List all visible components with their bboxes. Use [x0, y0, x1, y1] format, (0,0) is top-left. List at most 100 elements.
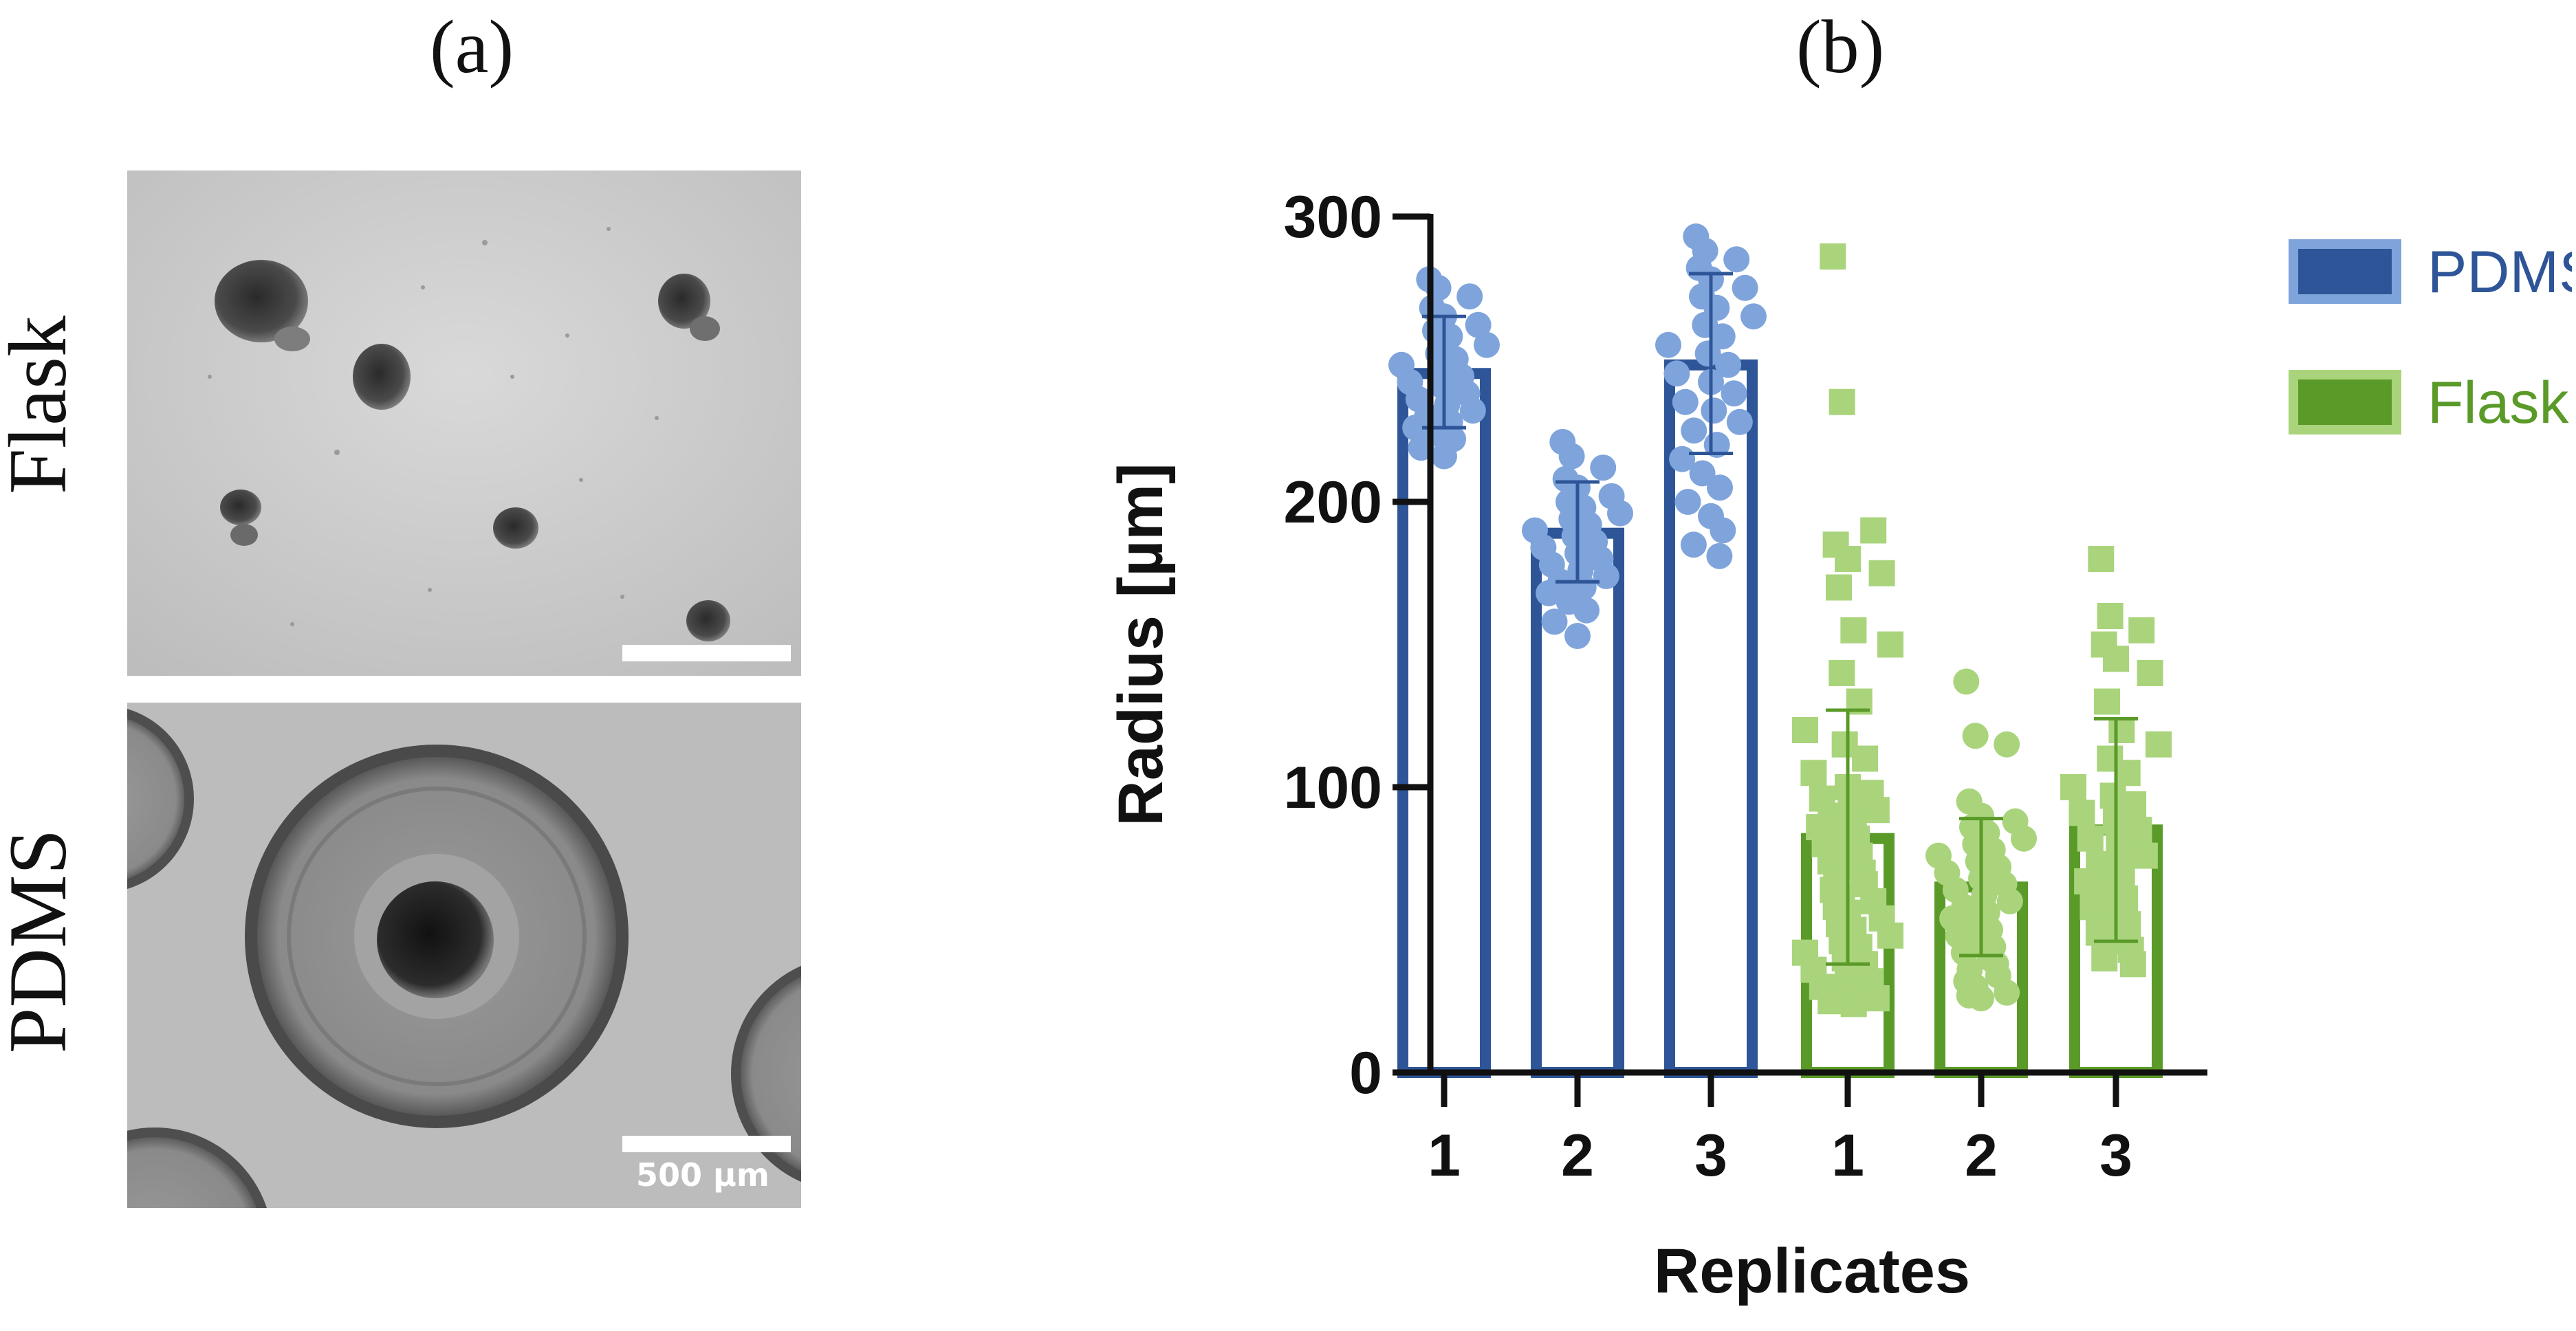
data-point-flask — [1800, 760, 1827, 786]
data-point-flask — [2011, 825, 2037, 852]
data-point-flask — [1840, 617, 1867, 644]
data-point-flask — [2131, 842, 2158, 869]
data-point-flask — [1825, 574, 1852, 601]
data-point-pdms — [1701, 397, 1727, 424]
data-point-pdms — [1732, 274, 1758, 301]
data-point-pdms — [1607, 500, 1633, 527]
legend-swatch-flask — [2289, 370, 2401, 434]
panel-a-label: (a) — [430, 5, 514, 89]
data-point-pdms — [1681, 417, 1707, 444]
data-point-flask — [2103, 646, 2129, 672]
data-point-flask — [1820, 243, 1846, 270]
data-point-pdms — [1573, 597, 1600, 624]
flask-micrograph — [127, 170, 801, 676]
data-point-flask — [1792, 717, 1818, 743]
data-point-pdms — [1726, 408, 1753, 435]
data-point-flask — [1868, 560, 1895, 586]
x-tick-label: 2 — [1965, 1123, 1998, 1189]
data-point-pdms — [1723, 246, 1750, 273]
data-point-flask — [1840, 991, 1867, 1018]
data-point-pdms — [1541, 608, 1568, 635]
data-point-flask — [2114, 760, 2141, 786]
row-label-pdms: PDMS — [0, 828, 83, 1054]
pdms-micrograph — [127, 703, 801, 1208]
y-tick-label: 100 — [1284, 755, 1383, 821]
data-point-flask — [2080, 894, 2106, 921]
data-point-pdms — [1590, 454, 1617, 481]
data-point-flask — [1852, 745, 1879, 772]
data-point-flask — [1818, 988, 1844, 1015]
data-point-flask — [2091, 945, 2118, 971]
legend-label-pdms: PDMS — [2427, 239, 2572, 305]
data-point-pdms — [1740, 303, 1767, 330]
data-point-pdms — [1558, 443, 1585, 470]
data-point-pdms — [1655, 331, 1681, 358]
y-tick-label: 200 — [1284, 470, 1383, 536]
data-point-flask — [1968, 985, 1994, 1012]
pdms-scale-bar — [622, 1136, 791, 1152]
data-point-pdms — [1456, 283, 1483, 310]
data-point-pdms — [1707, 474, 1734, 501]
data-point-pdms — [1431, 443, 1457, 470]
data-point-pdms — [1474, 331, 1500, 358]
data-point-pdms — [1564, 623, 1591, 650]
x-tick-label: 3 — [1694, 1123, 1727, 1189]
data-point-pdms — [1465, 311, 1492, 338]
data-point-pdms — [1669, 446, 1696, 472]
data-point-pdms — [1674, 489, 1701, 515]
data-point-flask — [1829, 660, 1855, 686]
data-point-flask — [2119, 951, 2146, 978]
data-point-pdms — [1680, 531, 1707, 558]
data-point-flask — [2146, 731, 2172, 758]
data-point-flask — [2128, 617, 2155, 644]
data-point-pdms — [1694, 340, 1721, 367]
data-point-pdms — [1715, 351, 1742, 378]
radius-bar-chart: 0 100 200 300 Radius [µm] 1 2 3 1 2 3 Replicates PD… — [1106, 184, 2572, 1306]
data-point-pdms — [1706, 542, 1733, 569]
data-point-pdms — [1536, 580, 1562, 606]
y-axis-label: Radius [µm] — [1106, 463, 1176, 826]
y-tick-label: 0 — [1349, 1040, 1382, 1106]
data-point-flask — [1835, 546, 1861, 572]
x-tick-label: 1 — [1831, 1123, 1864, 1189]
data-point-pdms — [1459, 397, 1486, 424]
data-point-flask — [1860, 517, 1887, 544]
data-point-pdms — [1402, 415, 1429, 441]
data-point-flask — [1996, 888, 2023, 914]
data-point-flask — [1877, 922, 1903, 949]
data-point-flask — [1962, 723, 1989, 749]
data-point-flask — [2093, 688, 2120, 715]
x-tick-label: 3 — [2099, 1123, 2132, 1189]
y-tick-label: 300 — [1284, 184, 1383, 250]
data-point-flask — [2060, 774, 2086, 800]
legend-label-flask: Flask — [2427, 370, 2569, 436]
data-point-flask — [2137, 660, 2163, 686]
data-point-flask — [2077, 825, 2104, 852]
scale-bar-label: 500 µm — [636, 1156, 769, 1194]
data-point-flask — [1829, 388, 1855, 415]
data-point-pdms — [1689, 460, 1716, 487]
flask-scale-bar — [622, 645, 791, 661]
data-point-flask — [2088, 546, 2115, 572]
legend-swatch-pdms — [2289, 239, 2401, 304]
data-point-flask — [2097, 603, 2124, 629]
data-point-flask — [2108, 717, 2135, 743]
x-axis-label: Replicates — [1654, 1236, 1970, 1306]
data-point-flask — [1953, 668, 1980, 695]
bar-pdms — [1397, 368, 1491, 1078]
data-point-flask — [1863, 985, 1890, 1012]
data-point-pdms — [1663, 360, 1690, 387]
x-tick-label: 2 — [1561, 1123, 1594, 1189]
data-point-flask — [1863, 797, 1890, 824]
data-point-pdms — [1710, 517, 1736, 544]
data-point-flask — [1994, 979, 2020, 1006]
data-point-pdms — [1593, 562, 1619, 589]
panel-b-label: (b) — [1796, 5, 1885, 89]
data-point-flask — [1994, 731, 2020, 758]
data-point-pdms — [1672, 388, 1699, 415]
data-point-pdms — [1709, 323, 1736, 350]
data-point-flask — [2069, 800, 2095, 826]
data-point-pdms — [1721, 380, 1747, 407]
data-point-flask — [1877, 631, 1903, 658]
x-tick-label: 1 — [1428, 1123, 1461, 1189]
